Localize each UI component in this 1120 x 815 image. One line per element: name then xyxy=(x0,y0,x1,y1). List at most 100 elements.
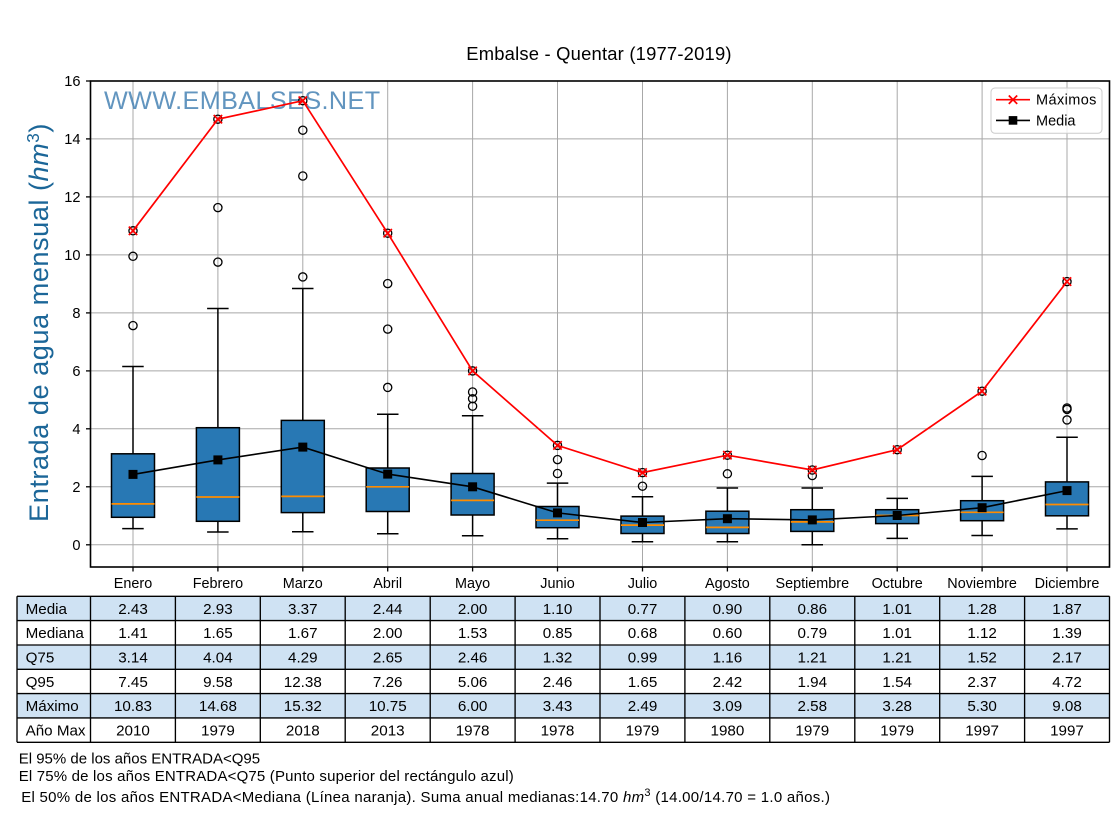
svg-text:1.10: 1.10 xyxy=(543,601,573,618)
svg-text:2.49: 2.49 xyxy=(628,698,658,715)
svg-text:2.44: 2.44 xyxy=(373,601,403,618)
svg-text:2010: 2010 xyxy=(116,723,150,740)
svg-text:Máximos: Máximos xyxy=(1036,93,1097,109)
svg-text:1.21: 1.21 xyxy=(798,650,828,667)
svg-text:7.26: 7.26 xyxy=(373,674,403,691)
svg-text:0: 0 xyxy=(72,538,80,554)
svg-text:1978: 1978 xyxy=(541,723,575,740)
svg-text:4.04: 4.04 xyxy=(203,650,233,667)
svg-text:1.65: 1.65 xyxy=(203,625,233,642)
svg-text:3.43: 3.43 xyxy=(543,698,573,715)
svg-text:1997: 1997 xyxy=(1050,723,1084,740)
svg-text:2.46: 2.46 xyxy=(458,650,488,667)
svg-text:1.53: 1.53 xyxy=(458,625,488,642)
svg-text:3.09: 3.09 xyxy=(713,698,743,715)
svg-text:0.77: 0.77 xyxy=(628,601,658,618)
svg-text:4.29: 4.29 xyxy=(288,650,318,667)
svg-text:1.01: 1.01 xyxy=(882,625,912,642)
svg-text:8: 8 xyxy=(72,306,80,322)
svg-text:Octubre: Octubre xyxy=(872,576,923,592)
svg-text:Mediana: Mediana xyxy=(26,625,85,642)
svg-text:1978: 1978 xyxy=(456,723,490,740)
svg-text:4.72: 4.72 xyxy=(1052,674,1082,691)
svg-text:2: 2 xyxy=(72,480,80,496)
svg-text:5.30: 5.30 xyxy=(967,698,997,715)
svg-text:Septiembre: Septiembre xyxy=(776,576,850,592)
svg-text:1997: 1997 xyxy=(965,723,999,740)
svg-text:2018: 2018 xyxy=(286,723,320,740)
svg-text:1979: 1979 xyxy=(795,723,829,740)
svg-text:1980: 1980 xyxy=(711,723,745,740)
svg-text:1.94: 1.94 xyxy=(798,674,828,691)
svg-text:1.16: 1.16 xyxy=(713,650,743,667)
svg-text:0.86: 0.86 xyxy=(798,601,828,618)
svg-text:Mayo: Mayo xyxy=(455,576,490,592)
svg-text:Febrero: Febrero xyxy=(193,576,243,592)
svg-text:1.41: 1.41 xyxy=(118,625,148,642)
svg-text:5.06: 5.06 xyxy=(458,674,488,691)
svg-text:WWW.EMBALSES.NET: WWW.EMBALSES.NET xyxy=(104,87,381,115)
svg-text:Media: Media xyxy=(1036,113,1076,129)
svg-text:10.83: 10.83 xyxy=(114,698,152,715)
svg-text:Junio: Junio xyxy=(540,576,574,592)
svg-text:Q75: Q75 xyxy=(26,650,55,667)
svg-text:Media: Media xyxy=(26,601,68,618)
svg-text:1979: 1979 xyxy=(626,723,660,740)
svg-text:Enero: Enero xyxy=(114,576,152,592)
svg-text:1.67: 1.67 xyxy=(288,625,318,642)
svg-text:12.38: 12.38 xyxy=(284,674,322,691)
svg-text:2.65: 2.65 xyxy=(373,650,403,667)
svg-text:3.28: 3.28 xyxy=(882,698,912,715)
svg-text:1.12: 1.12 xyxy=(967,625,997,642)
svg-text:2.46: 2.46 xyxy=(543,674,573,691)
svg-text:1.32: 1.32 xyxy=(543,650,573,667)
svg-text:2.37: 2.37 xyxy=(967,674,997,691)
svg-text:4: 4 xyxy=(72,422,80,438)
svg-text:El 50% de los años ENTRADA<Med: El 50% de los años ENTRADA<Mediana (Líne… xyxy=(21,787,830,806)
svg-text:2.42: 2.42 xyxy=(713,674,743,691)
svg-text:1.28: 1.28 xyxy=(967,601,997,618)
svg-text:2.00: 2.00 xyxy=(458,601,488,618)
svg-text:1.01: 1.01 xyxy=(882,601,912,618)
svg-text:El 75% de los años ENTRADA<Q75: El 75% de los años ENTRADA<Q75 (Punto su… xyxy=(19,768,514,785)
svg-text:2.00: 2.00 xyxy=(373,625,403,642)
svg-text:Entrada de agua mensual (hm3): Entrada de agua mensual (hm3) xyxy=(23,123,54,522)
svg-text:0.85: 0.85 xyxy=(543,625,573,642)
svg-text:6: 6 xyxy=(72,364,80,380)
svg-text:10.75: 10.75 xyxy=(369,698,407,715)
svg-text:14: 14 xyxy=(64,132,80,148)
svg-text:3.37: 3.37 xyxy=(288,601,318,618)
svg-text:2.93: 2.93 xyxy=(203,601,233,618)
svg-text:7.45: 7.45 xyxy=(118,674,148,691)
svg-text:0.79: 0.79 xyxy=(798,625,828,642)
svg-text:3.14: 3.14 xyxy=(118,650,148,667)
svg-text:1.52: 1.52 xyxy=(967,650,997,667)
svg-text:Máximo: Máximo xyxy=(26,698,79,715)
svg-text:Julio: Julio xyxy=(628,576,658,592)
svg-text:0.99: 0.99 xyxy=(628,650,658,667)
svg-text:16: 16 xyxy=(64,74,80,90)
svg-text:Marzo: Marzo xyxy=(283,576,323,592)
svg-text:1.21: 1.21 xyxy=(882,650,912,667)
svg-text:1.39: 1.39 xyxy=(1052,625,1082,642)
svg-text:0.68: 0.68 xyxy=(628,625,658,642)
svg-text:Abril: Abril xyxy=(373,576,402,592)
svg-text:2.17: 2.17 xyxy=(1052,650,1082,667)
svg-text:1.87: 1.87 xyxy=(1052,601,1082,618)
svg-text:1979: 1979 xyxy=(201,723,235,740)
svg-text:2.43: 2.43 xyxy=(118,601,148,618)
svg-text:Diciembre: Diciembre xyxy=(1035,576,1100,592)
svg-text:El 95% de los años ENTRADA<Q95: El 95% de los años ENTRADA<Q95 xyxy=(19,751,260,768)
svg-text:0.90: 0.90 xyxy=(713,601,743,618)
svg-text:Embalse - Quentar (1977-2019): Embalse - Quentar (1977-2019) xyxy=(466,43,731,64)
svg-text:1979: 1979 xyxy=(880,723,914,740)
svg-text:6.00: 6.00 xyxy=(458,698,488,715)
svg-text:Noviembre: Noviembre xyxy=(947,576,1017,592)
svg-text:1.54: 1.54 xyxy=(882,674,912,691)
svg-text:0.60: 0.60 xyxy=(713,625,743,642)
svg-text:2013: 2013 xyxy=(371,723,405,740)
svg-text:2.58: 2.58 xyxy=(798,698,828,715)
svg-text:Agosto: Agosto xyxy=(705,576,750,592)
svg-text:15.32: 15.32 xyxy=(284,698,322,715)
svg-text:1.65: 1.65 xyxy=(628,674,658,691)
